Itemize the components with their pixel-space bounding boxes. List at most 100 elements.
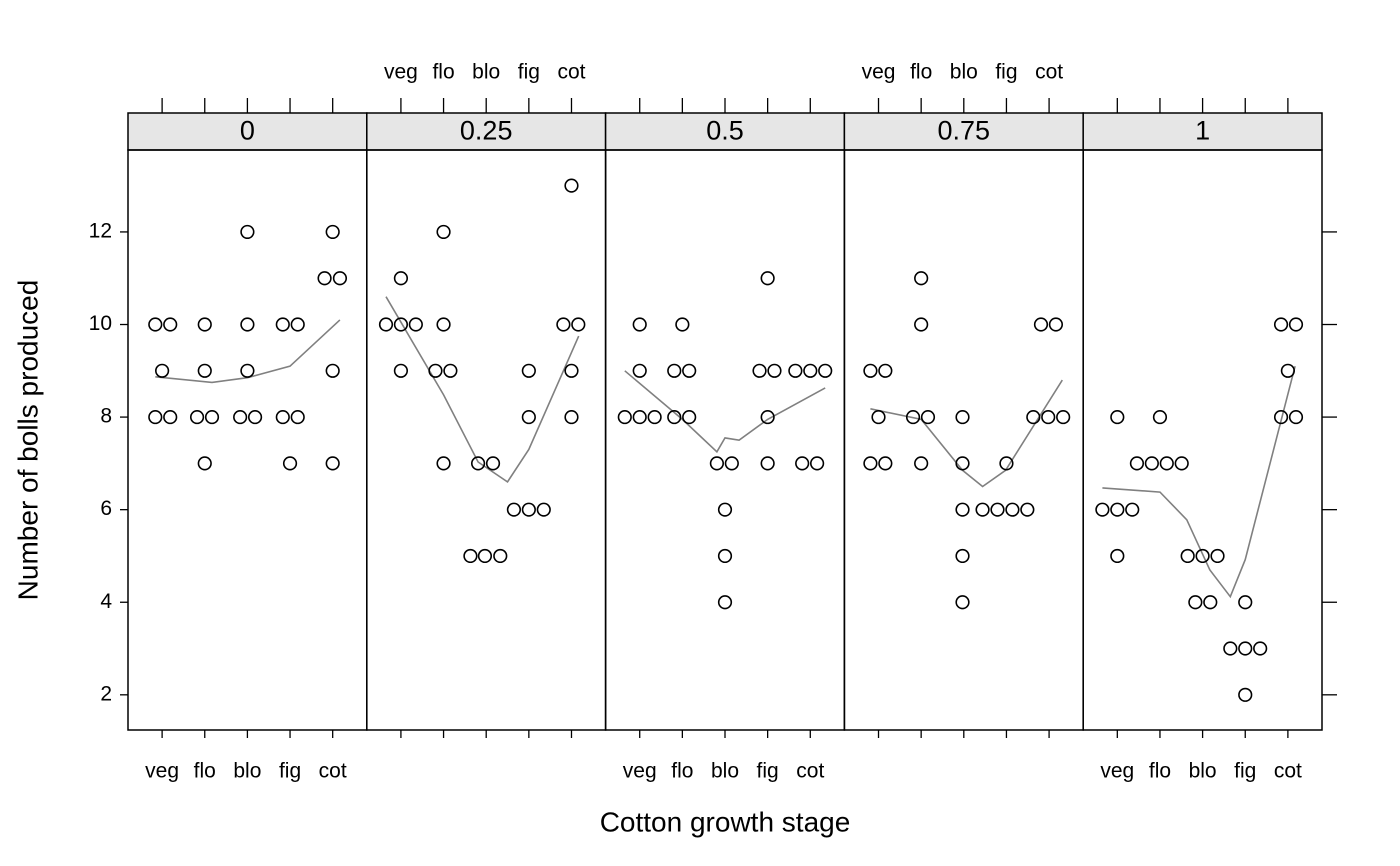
point	[709, 456, 724, 471]
smooth-line	[385, 296, 580, 484]
point	[470, 456, 486, 471]
point	[975, 502, 990, 517]
point	[197, 456, 212, 471]
point	[990, 502, 1005, 517]
x-tick-label: flo	[671, 760, 693, 783]
point	[760, 409, 775, 425]
point	[290, 317, 305, 332]
x-tick-label: cot	[557, 61, 585, 84]
point	[233, 409, 248, 425]
point	[871, 409, 886, 425]
point	[914, 271, 929, 286]
point	[1238, 641, 1253, 656]
point	[803, 363, 818, 378]
panel	[127, 149, 368, 731]
point	[905, 409, 921, 425]
point	[506, 502, 522, 517]
point	[332, 271, 348, 286]
y-tick-label: 8	[100, 405, 112, 428]
point	[536, 502, 551, 517]
x-tick-label: flo	[432, 61, 454, 84]
point	[1005, 502, 1020, 517]
x-tick-label: flo	[910, 61, 932, 84]
point	[810, 456, 825, 471]
point	[148, 317, 163, 332]
point	[760, 271, 775, 286]
point	[878, 456, 893, 471]
point	[1253, 641, 1268, 656]
point	[290, 409, 305, 425]
panel-strip	[843, 112, 1084, 151]
point	[1238, 595, 1253, 610]
point	[325, 363, 340, 378]
smooth-line	[1102, 366, 1296, 599]
point	[1238, 687, 1253, 702]
point	[443, 363, 458, 378]
point	[632, 409, 647, 425]
point	[436, 224, 451, 240]
point	[564, 363, 579, 378]
x-tick-label: veg	[145, 760, 179, 783]
point	[788, 363, 803, 378]
x-tick-label: cot	[1035, 61, 1063, 84]
point	[717, 595, 733, 610]
point	[1210, 548, 1225, 564]
point	[914, 317, 929, 332]
point	[393, 363, 409, 378]
point	[148, 409, 163, 425]
y-tick-label: 2	[100, 682, 112, 705]
point	[1110, 409, 1125, 425]
x-tick-label: fig	[995, 61, 1017, 84]
point	[1195, 548, 1210, 564]
panel-strip	[127, 112, 368, 151]
point	[436, 317, 451, 332]
point	[155, 363, 170, 378]
point	[477, 548, 493, 564]
panel	[1082, 149, 1323, 731]
point	[408, 317, 423, 332]
point	[1180, 548, 1195, 564]
x-axis-label: Cotton growth stage	[600, 806, 851, 837]
point	[724, 456, 739, 471]
x-tick-label: veg	[623, 760, 657, 783]
point	[1095, 502, 1110, 517]
point	[436, 456, 451, 471]
point	[617, 409, 632, 425]
point	[493, 548, 508, 564]
point	[760, 456, 775, 471]
point	[1110, 548, 1125, 564]
point	[818, 363, 833, 378]
point	[878, 363, 893, 378]
point	[914, 456, 929, 471]
x-tick-label: veg	[1100, 760, 1134, 783]
point	[163, 409, 178, 425]
point	[521, 409, 536, 425]
point	[717, 548, 733, 564]
strip-label: 0.75	[938, 116, 991, 146]
point	[955, 409, 970, 425]
x-tick-label: blo	[950, 61, 978, 84]
x-tick-label: fig	[518, 61, 540, 84]
strip-label: 0.25	[460, 116, 513, 146]
point	[682, 363, 697, 378]
panel-strip	[1082, 112, 1323, 151]
point	[325, 224, 340, 240]
point	[1144, 456, 1159, 471]
point	[325, 456, 340, 471]
point	[955, 548, 970, 564]
x-tick-label: blo	[711, 760, 739, 783]
point	[240, 317, 255, 332]
x-tick-label: blo	[233, 760, 261, 783]
point	[752, 363, 767, 378]
smooth-line	[870, 379, 1063, 488]
x-tick-label: fig	[279, 760, 301, 783]
y-tick-label: 12	[89, 219, 112, 242]
point	[920, 409, 936, 425]
point	[1288, 409, 1304, 425]
point	[667, 409, 682, 425]
point	[556, 317, 571, 332]
point	[1280, 363, 1295, 378]
smooth-line	[624, 370, 826, 454]
point	[521, 363, 536, 378]
point	[955, 595, 970, 610]
